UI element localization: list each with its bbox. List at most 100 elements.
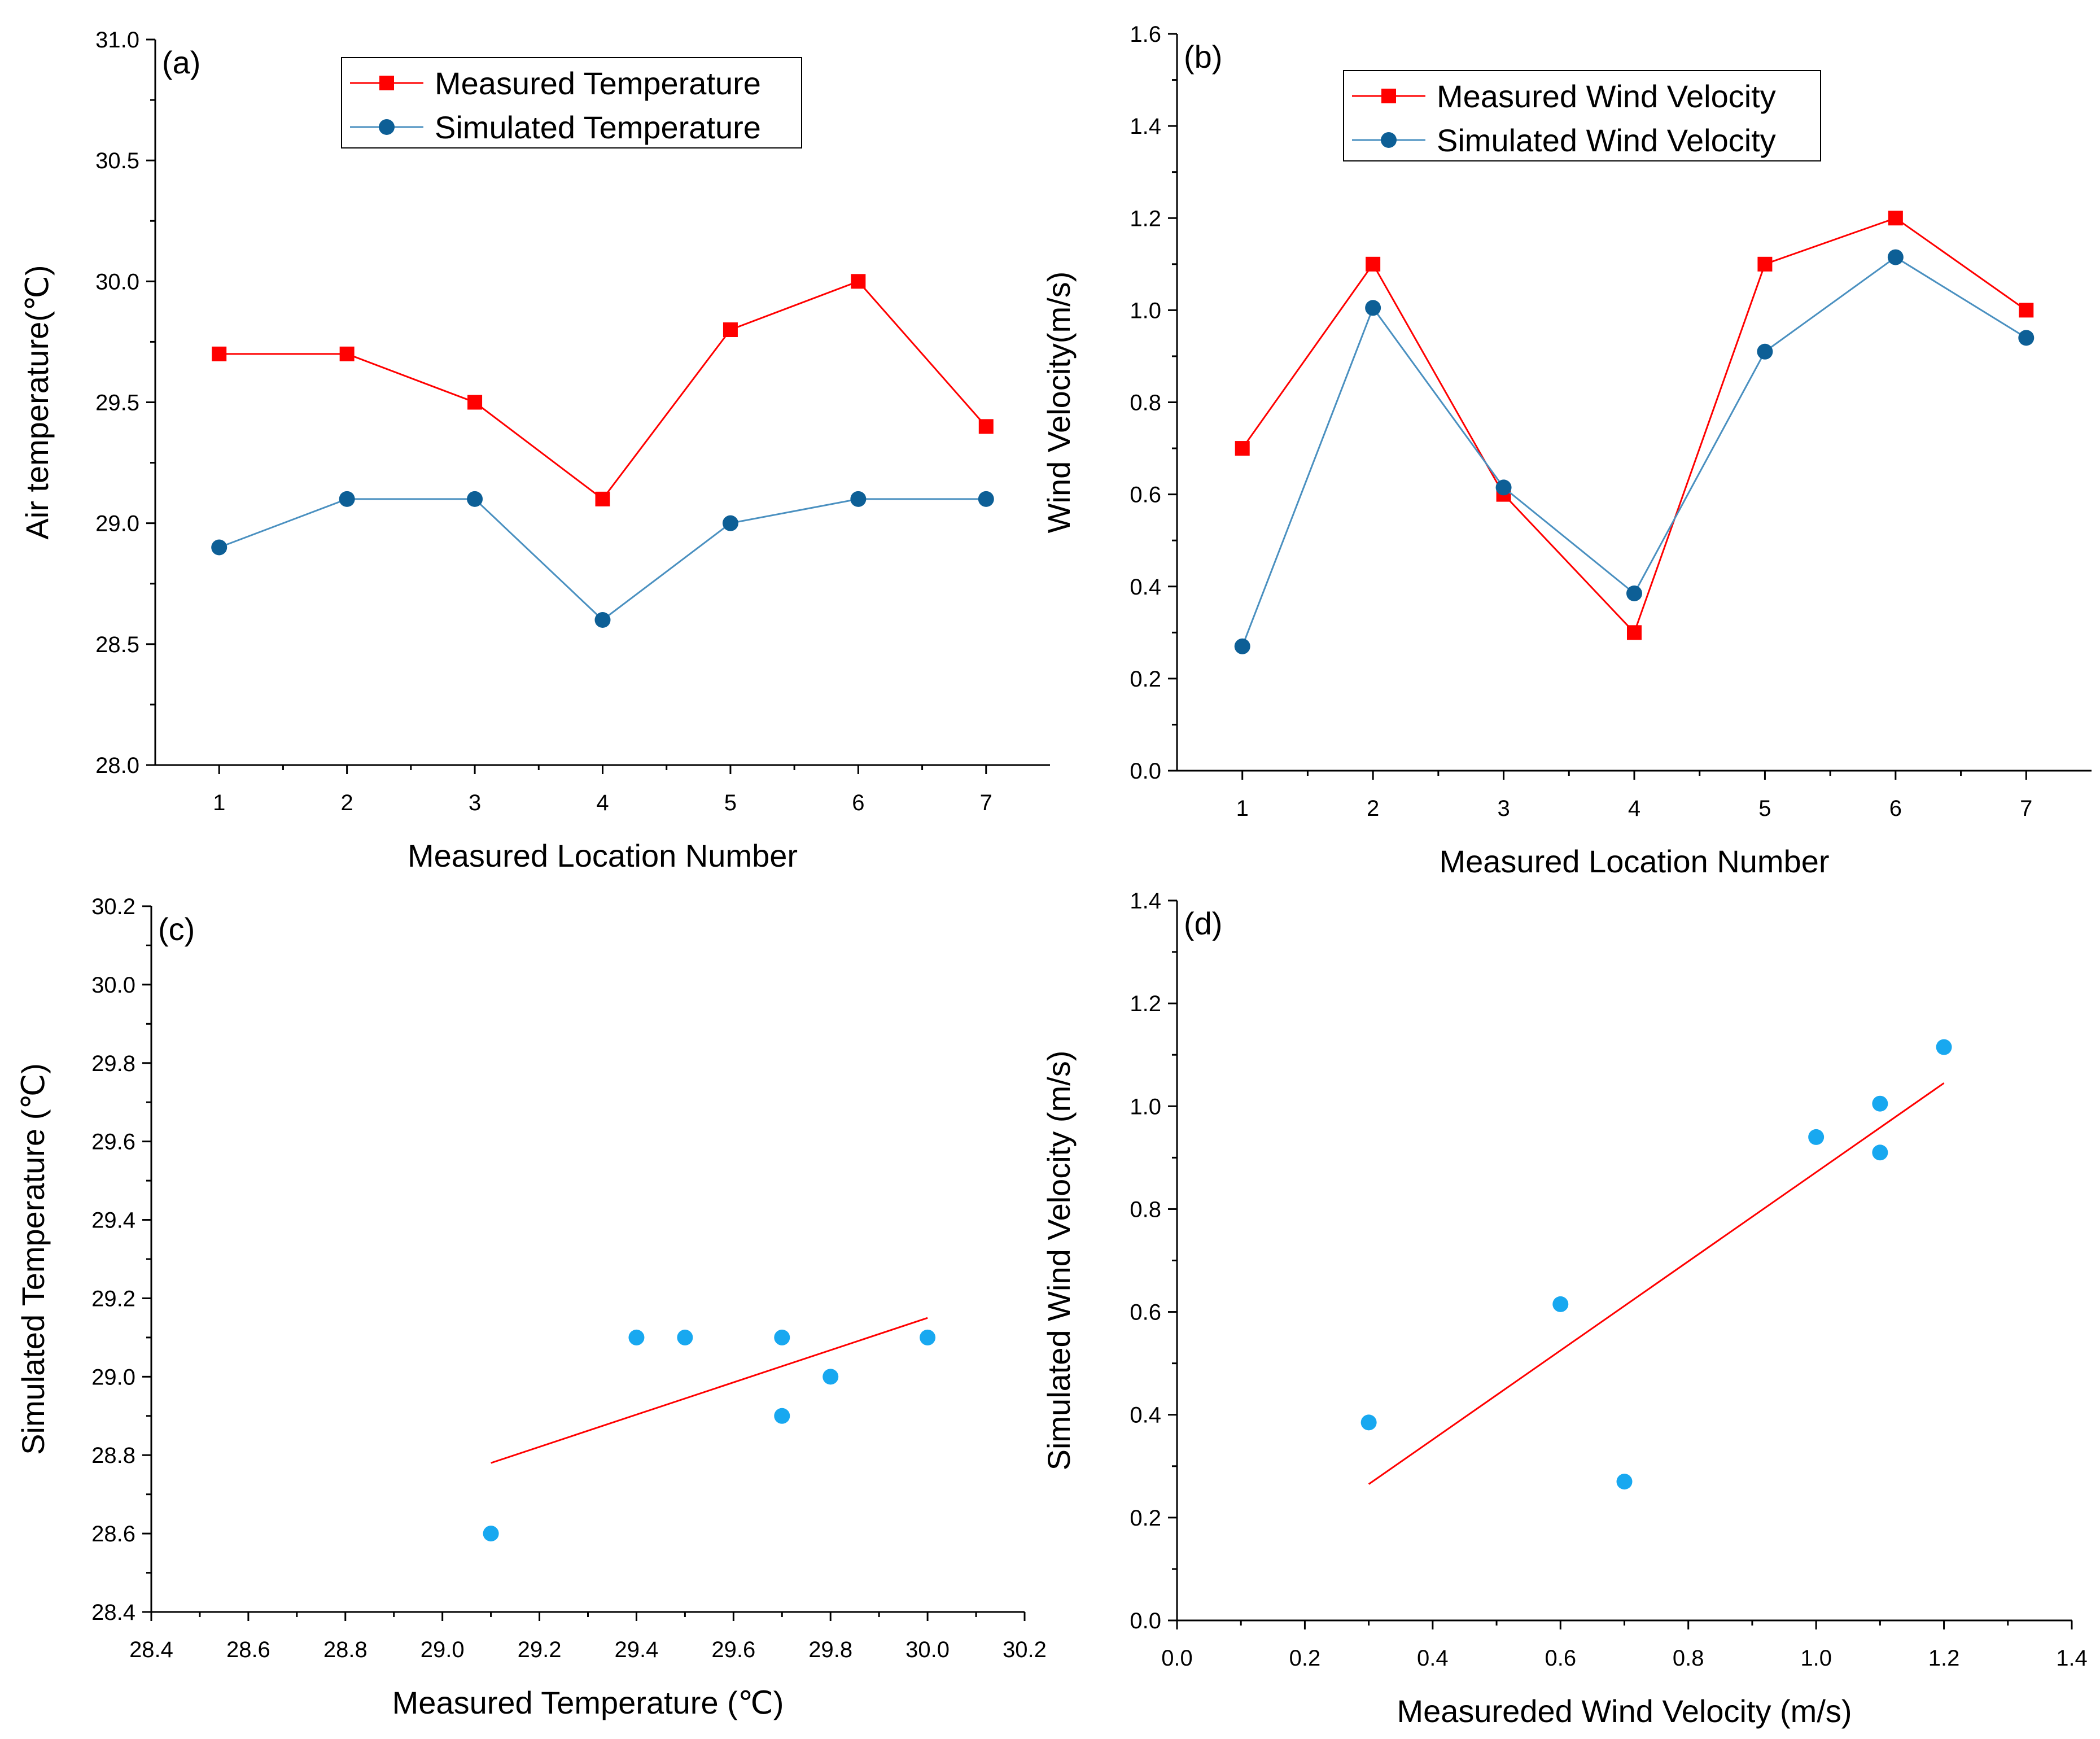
x-tick-label: 7 [980,790,992,815]
data-point-measured [851,274,866,289]
x-tick-label: 1.4 [2056,1646,2088,1671]
y-tick-label: 0.8 [1130,391,1161,416]
x-tick-label: 29.6 [711,1637,755,1662]
data-point-simulated [339,491,355,507]
data-point-simulated [722,515,738,531]
data-point-simulated [1626,585,1642,601]
data-point-measured [978,419,994,434]
y-tick-label: 30.5 [95,148,139,173]
y-tick-label: 1.0 [1130,298,1161,323]
scatter-point [920,1329,936,1345]
x-axis-title: Measureded Wind Velocity (m/s) [1397,1693,1852,1729]
y-tick-label: 1.2 [1130,206,1161,231]
y-tick-label: 29.0 [95,512,139,536]
x-tick-label: 4 [596,790,609,815]
x-tick-label: 1 [1236,796,1249,821]
legend-label-0: Measured Wind Velocity [1437,78,1776,114]
chart-panel-b: 0.0 0.2 0.4 0.6 0.8 1.0 1.2 1.4 1.6 1 2 3 4 5 6 7 Measur… [1041,22,2092,879]
scatter-point [1360,1414,1377,1431]
legend-marker-1 [1381,132,1397,148]
data-point-measured [1757,256,1773,272]
data-point-measured [723,322,738,337]
y-tick-label: 29.8 [91,1051,135,1076]
y-tick-label: 28.4 [91,1600,135,1625]
data-point-measured [1235,441,1250,456]
data-point-measured [1366,256,1381,272]
legend-marker-0 [379,76,394,90]
x-tick-label: 0.2 [1289,1646,1321,1671]
data-point-simulated [1757,343,1773,360]
legend: Measured Temperature Simulated Temperatur… [341,57,802,148]
x-tick-label: 30.0 [905,1637,950,1662]
data-point-simulated [467,491,483,507]
fit-line [491,1317,928,1464]
y-tick-label: 28.0 [95,753,139,778]
scatter-point [483,1526,499,1542]
x-tick-label: 28.4 [129,1637,173,1662]
y-axis-title: Simulated Temperature (℃) [15,1063,51,1455]
data-point-simulated [978,491,994,507]
data-point-simulated [1234,638,1250,654]
x-tick-label: 29.0 [421,1637,465,1662]
y-tick-label: 28.8 [91,1443,135,1468]
y-tick-label: 29.4 [91,1208,135,1233]
legend-label-0: Measured Temperature [435,65,761,101]
legend-label-1: Simulated Wind Velocity [1437,123,1776,158]
data-point-measured [2019,303,2034,318]
x-tick-label: 29.2 [518,1637,562,1662]
y-tick-label: 0.0 [1130,759,1161,784]
data-point-measured [212,346,227,361]
y-tick-label: 0.6 [1130,1300,1161,1325]
data-point-simulated [1495,479,1512,496]
panel-label: (d) [1184,906,1222,941]
y-tick-label: 29.5 [95,391,139,416]
legend-marker-0 [1381,89,1396,103]
x-tick-label: 6 [852,790,864,815]
y-tick-label: 29.6 [91,1130,135,1155]
y-axis-title: Simulated Wind Velocity (m/s) [1041,1051,1077,1471]
chart-panel-d: 0.0 0.2 0.4 0.6 0.8 1.0 1.2 1.4 0.0 0.2 0.4 0.6 0.8 1… [1041,889,2088,1729]
scatter-point [1872,1144,1888,1161]
x-tick-label: 4 [1628,796,1640,821]
legend: Measured Wind Velocity Simulated Wind Vel… [1343,70,1821,161]
panel-label: (c) [158,911,195,947]
y-axis-title: Wind Velocity(m/s) [1041,272,1077,534]
x-tick-label: 0.4 [1417,1646,1449,1671]
x-tick-label: 1.2 [1928,1646,1960,1671]
x-tick-label: 3 [469,790,481,815]
x-tick-label: 5 [724,790,737,815]
y-tick-label: 1.4 [1130,889,1161,914]
fit-line [1368,1082,1945,1485]
x-tick-label: 5 [1758,796,1771,821]
data-point-simulated [1365,300,1381,316]
scatter-point [1552,1296,1569,1312]
scatter-point [677,1329,693,1345]
chart-root: 28.028.529.029.530.030.531.01 2 3 4 5 6 7Measu… [15,22,2092,1729]
y-tick-label: 0.0 [1130,1609,1161,1633]
x-axis-title: Measured Temperature (℃) [392,1685,784,1720]
x-tick-label: 7 [2020,796,2032,821]
y-tick-label: 0.8 [1130,1197,1161,1222]
scatter-point [628,1329,645,1345]
y-tick-label: 0.4 [1130,1403,1161,1428]
panel-label: (a) [162,45,200,80]
x-tick-label: 28.6 [226,1637,270,1662]
y-tick-label: 1.6 [1130,22,1161,47]
data-point-simulated [211,539,228,556]
scatter-point [823,1369,839,1385]
scatter-point [1936,1039,1952,1055]
scatter-point [1808,1129,1825,1145]
y-tick-label: 0.2 [1130,667,1161,692]
scatter-point [774,1408,790,1424]
y-tick-label: 0.6 [1130,483,1161,508]
x-tick-label: 0.0 [1161,1646,1193,1671]
y-tick-label: 30.0 [95,269,139,294]
y-tick-label: 1.0 [1130,1094,1161,1119]
y-tick-label: 28.5 [95,632,139,657]
y-tick-label: 30.2 [91,894,135,919]
data-point-simulated [594,612,611,628]
legend-label-1: Simulated Temperature [435,110,761,145]
y-tick-label: 28.6 [91,1522,135,1546]
